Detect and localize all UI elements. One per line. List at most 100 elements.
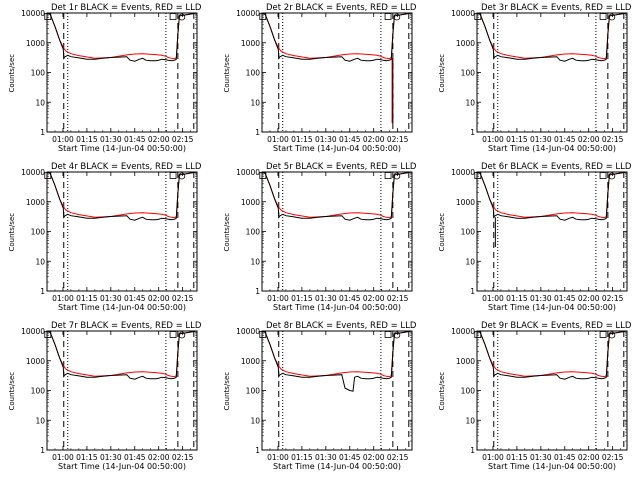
series-line-events [476, 330, 628, 380]
x-tick-label: 01:00 [482, 294, 504, 303]
y-tick-label: 10000 [21, 168, 45, 177]
plot-panel-4r: Det 4r BLACK = Events, RED = LLD Counts/s… [8, 162, 202, 312]
x-tick-label: 02:00 [578, 453, 600, 462]
series-line-events [261, 330, 413, 392]
plot-title: Det 6r BLACK = Events, RED = LLD [481, 162, 632, 172]
x-tick-label: 02:00 [148, 453, 170, 462]
y-tick-label: 1 [255, 287, 260, 296]
y-tick-label: 1 [40, 128, 45, 137]
x-tick-label: 01:30 [100, 294, 122, 303]
x-tick-label: 02:15 [602, 294, 624, 303]
y-tick-label: 100 [246, 69, 261, 78]
x-tick-label: 01:45 [124, 294, 146, 303]
x-tick-label: 02:00 [578, 294, 600, 303]
state-circle-marker [608, 331, 616, 339]
x-tick-label: 01:15 [76, 294, 98, 303]
y-tick-label: 100 [461, 228, 476, 237]
plot-title: Det 3r BLACK = Events, RED = LLD [481, 3, 632, 13]
x-axis-label: Start Time (14-Jun-04 00:50:00) [488, 303, 616, 312]
plot-title: Det 9r BLACK = Events, RED = LLD [481, 321, 632, 331]
y-tick-label: 10 [465, 98, 475, 107]
x-tick-label: 01:45 [124, 453, 146, 462]
plot-frame [476, 12, 628, 133]
y-tick-label: 10 [250, 98, 260, 107]
x-tick-label: 02:15 [172, 453, 194, 462]
x-tick-label: 01:15 [291, 453, 313, 462]
y-tick-label: 1 [255, 446, 260, 455]
y-tick-label: 10 [250, 416, 260, 425]
y-axis-label: Counts/sec [438, 372, 446, 411]
y-axis-label: Counts/sec [8, 213, 16, 252]
x-axis-label: Start Time (14-Jun-04 00:50:00) [58, 462, 186, 471]
y-tick-label: 10 [465, 416, 475, 425]
x-tick-label: 01:30 [100, 135, 122, 144]
y-tick-label: 10000 [451, 327, 475, 336]
x-tick-label: 01:30 [100, 453, 122, 462]
series-line-events [46, 171, 198, 221]
y-tick-label: 100 [246, 387, 261, 396]
state-square-marker [599, 13, 607, 20]
state-circle-marker [608, 13, 616, 21]
x-axis-label: Start Time (14-Jun-04 00:50:00) [273, 144, 401, 153]
state-square-marker [384, 172, 392, 179]
x-axis-label: Start Time (14-Jun-04 00:50:00) [273, 303, 401, 312]
state-square-marker [599, 172, 607, 179]
y-tick-label: 10000 [236, 168, 260, 177]
x-tick-label: 02:15 [387, 294, 409, 303]
state-square-marker [384, 13, 392, 20]
x-axis-label: Start Time (14-Jun-04 00:50:00) [58, 144, 186, 153]
y-tick-label: 10 [35, 416, 45, 425]
x-tick-label: 01:45 [339, 135, 361, 144]
x-tick-label: 01:00 [267, 294, 289, 303]
state-circle-marker [608, 172, 616, 180]
x-tick-label: 01:15 [76, 135, 98, 144]
series-line-events [476, 12, 628, 62]
x-tick-label: 02:00 [148, 294, 170, 303]
y-axis-label: Counts/sec [8, 372, 16, 411]
plot-frame [261, 12, 413, 133]
y-axis-label: Counts/sec [8, 54, 16, 93]
x-tick-label: 02:00 [578, 135, 600, 144]
series-line-events [261, 171, 413, 221]
x-axis-label: Start Time (14-Jun-04 00:50:00) [58, 303, 186, 312]
y-tick-label: 1000 [241, 39, 260, 48]
x-tick-label: 01:15 [291, 294, 313, 303]
plot-panel-2r: Det 2r BLACK = Events, RED = LLD Counts/s… [223, 3, 417, 153]
x-tick-label: 01:15 [506, 294, 528, 303]
x-tick-label: 01:30 [530, 135, 552, 144]
x-tick-label: 01:00 [267, 453, 289, 462]
x-tick-label: 02:15 [172, 294, 194, 303]
y-tick-label: 1000 [241, 357, 260, 366]
state-square-marker [169, 331, 177, 338]
plot-frame [261, 330, 413, 451]
series-line-lld [476, 12, 628, 60]
plot-panel-9r: Det 9r BLACK = Events, RED = LLD Counts/s… [438, 321, 632, 471]
state-square-marker [169, 172, 177, 179]
x-tick-label: 01:00 [52, 135, 74, 144]
y-axis-label: Counts/sec [223, 54, 231, 93]
y-tick-label: 10 [465, 257, 475, 266]
y-tick-label: 1000 [456, 357, 475, 366]
y-tick-label: 1000 [456, 198, 475, 207]
x-tick-label: 02:15 [387, 135, 409, 144]
x-tick-label: 01:15 [291, 135, 313, 144]
state-circle-marker [178, 13, 186, 21]
x-tick-label: 02:15 [602, 453, 624, 462]
plot-frame [46, 171, 198, 292]
series-line-events [476, 171, 628, 221]
y-tick-label: 1000 [26, 357, 45, 366]
plot-panel-6r: Det 6r BLACK = Events, RED = LLD Counts/s… [438, 162, 632, 312]
x-tick-label: 01:30 [315, 453, 337, 462]
plot-panel-5r: Det 5r BLACK = Events, RED = LLD Counts/s… [223, 162, 417, 312]
plot-title: Det 5r BLACK = Events, RED = LLD [266, 162, 417, 172]
x-axis-label: Start Time (14-Jun-04 00:50:00) [488, 144, 616, 153]
y-tick-label: 10000 [236, 327, 260, 336]
series-line-events [46, 12, 198, 62]
y-tick-label: 100 [31, 228, 46, 237]
y-axis-label: Counts/sec [438, 54, 446, 93]
x-tick-label: 01:30 [530, 453, 552, 462]
state-square-marker [599, 331, 607, 338]
y-tick-label: 100 [246, 228, 261, 237]
y-axis-label: Counts/sec [438, 213, 446, 252]
